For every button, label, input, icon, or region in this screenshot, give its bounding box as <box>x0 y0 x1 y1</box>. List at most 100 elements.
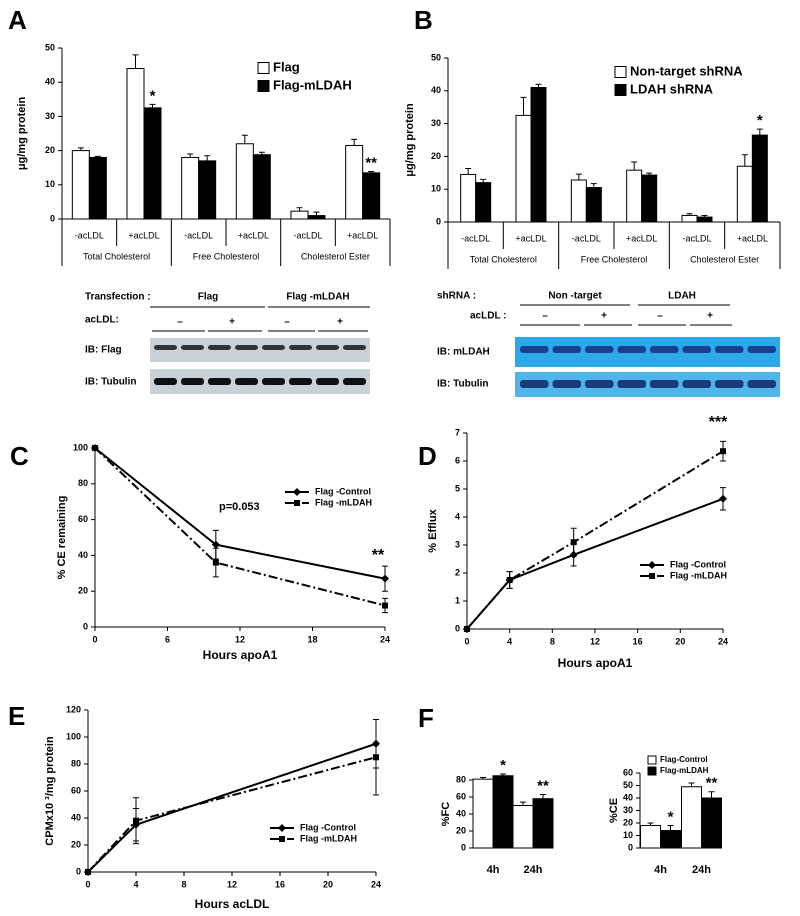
error-bar <box>701 214 708 218</box>
blot-group: Flag -mLDAH <box>286 292 349 303</box>
x-tick-label: +acLDL <box>737 233 768 243</box>
blot-header-label: acLDL: <box>85 315 119 326</box>
blot-group: Flag <box>198 292 219 303</box>
bar <box>515 114 532 223</box>
blot-band <box>650 380 679 388</box>
panel-letter: C <box>10 441 29 471</box>
error-bar <box>631 161 638 171</box>
y-tick-label: 5 <box>455 483 460 493</box>
marker <box>464 626 470 632</box>
marker <box>294 500 300 506</box>
y-tick-label: 2 <box>455 567 460 577</box>
error-bar <box>756 128 763 136</box>
legend-label: Non-target shRNA <box>630 63 743 78</box>
line <box>94 447 386 607</box>
y-tick-label: 80 <box>456 774 466 784</box>
error-bar <box>351 138 358 146</box>
line <box>87 756 377 873</box>
x-tick-label: +acLDL <box>515 233 546 243</box>
bar <box>585 187 602 223</box>
bar <box>71 150 90 220</box>
line <box>466 450 724 630</box>
error-bar <box>575 173 582 181</box>
error-bar <box>520 801 526 806</box>
blot-group: + <box>601 311 607 322</box>
marker <box>85 869 91 875</box>
blot-band <box>262 378 285 385</box>
marker <box>648 561 656 569</box>
x-tick-label: 24h <box>524 864 543 876</box>
y-tick-label: 40 <box>71 812 81 822</box>
line <box>94 447 386 580</box>
legend-label: Flag -Control <box>670 559 726 569</box>
error-bar <box>258 151 265 155</box>
x-tick-label: 12 <box>590 636 600 646</box>
y-tick-label: 0 <box>50 213 55 223</box>
blot-band <box>585 346 614 353</box>
y-tick-label: 40 <box>431 85 441 95</box>
bar <box>736 165 753 223</box>
blot-group: LDAH <box>668 291 696 302</box>
y-tick-label: 40 <box>456 808 466 818</box>
x-tick-label: 4 <box>133 879 138 889</box>
legend-label: Flag <box>273 59 300 74</box>
bar <box>626 169 643 223</box>
bar <box>641 174 658 223</box>
blot-group: – <box>542 311 548 322</box>
y-tick-label: 0 <box>83 621 88 631</box>
y-axis-label: %FC <box>440 802 452 827</box>
marker <box>649 573 655 579</box>
y-axis-label: CPMx10 ³/mg protein <box>44 736 56 846</box>
error-bar <box>94 155 101 158</box>
bar <box>345 144 364 220</box>
y-axis-label: % Efflux <box>427 508 439 552</box>
blot-header-label: acLDL : <box>470 311 507 322</box>
y-tick-label: 20 <box>71 839 81 849</box>
marker <box>133 817 139 824</box>
error-bar <box>204 155 211 161</box>
annotation: * <box>757 112 763 129</box>
blot-band <box>747 380 776 388</box>
blot-band <box>617 380 646 388</box>
line <box>87 742 377 873</box>
blot-group: – <box>657 311 663 322</box>
y-tick-label: 60 <box>78 514 88 524</box>
bar <box>235 143 254 220</box>
blot-band-label: IB: mLDAH <box>437 347 490 358</box>
y-axis-label: μg/mg protein <box>16 97 28 171</box>
bar <box>751 134 768 223</box>
x-tick-label: -acLDL <box>572 233 601 243</box>
x-tick-label: -acLDL <box>682 233 711 243</box>
bar <box>701 797 722 849</box>
annotation: * <box>500 757 506 774</box>
blot-band <box>316 345 339 350</box>
legend-swatch <box>647 755 657 765</box>
blot-group: – <box>284 317 290 328</box>
error-bar <box>149 103 156 108</box>
y-tick-label: 20 <box>431 151 441 161</box>
bar <box>252 154 271 220</box>
group-label: Free Cholesterol <box>193 251 260 261</box>
error-bar <box>241 134 248 144</box>
blot-band <box>235 378 258 385</box>
bar <box>532 798 554 849</box>
y-tick-label: 10 <box>623 830 633 840</box>
y-tick-label: 30 <box>431 118 441 128</box>
bar <box>660 830 681 849</box>
blot-band <box>715 346 744 353</box>
bar <box>475 182 492 223</box>
legend-swatch <box>257 62 270 74</box>
error-bar <box>313 211 320 216</box>
y-tick-label: 80 <box>71 758 81 768</box>
x-tick-label: 6 <box>165 634 170 644</box>
blot-band <box>289 345 312 350</box>
error-bar <box>708 791 715 798</box>
blot-group: Non -target <box>548 291 602 302</box>
panel-letter: A <box>8 5 27 35</box>
y-tick-label: 0 <box>76 866 81 876</box>
legend-label: Flag -Control <box>300 822 356 832</box>
marker <box>293 488 301 496</box>
marker <box>279 836 285 842</box>
error-bar <box>686 213 693 216</box>
y-tick-label: 3 <box>455 539 460 549</box>
